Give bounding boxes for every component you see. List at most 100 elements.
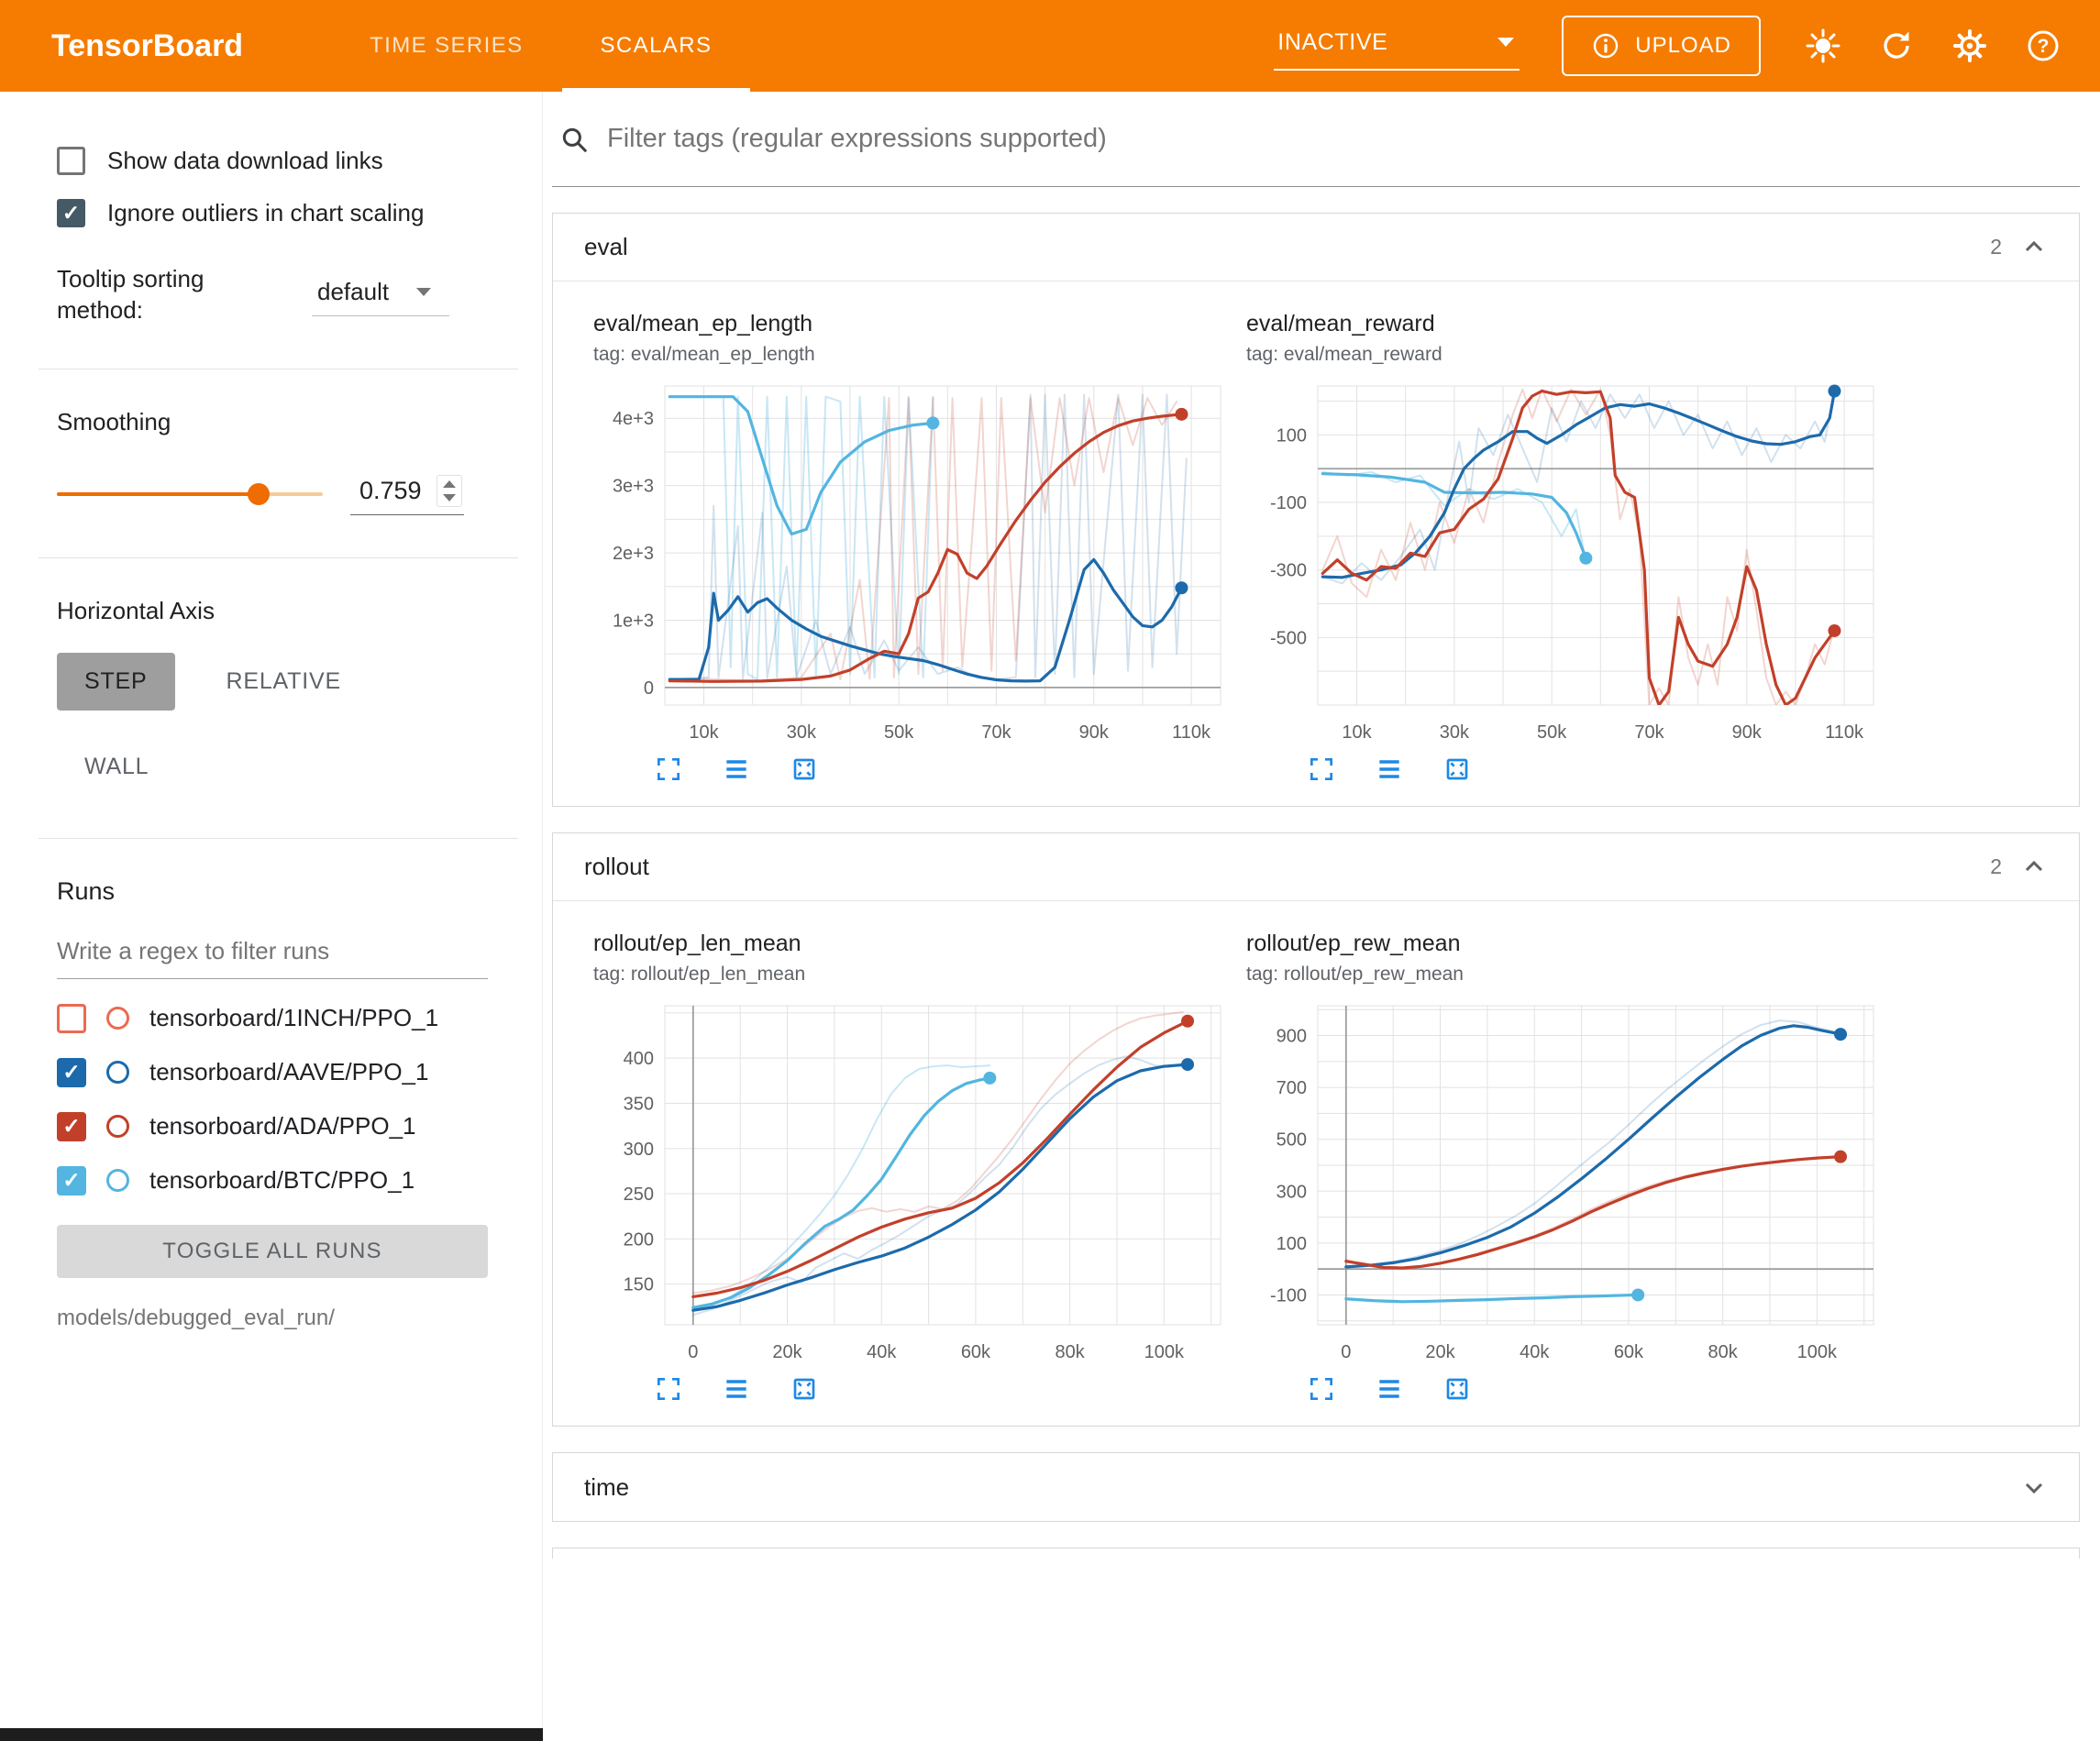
grid-lines [665, 1006, 1221, 1325]
tab-time-series[interactable]: TIME SERIES [370, 33, 524, 58]
svg-text:40k: 40k [867, 1342, 897, 1362]
svg-text:30k: 30k [787, 722, 817, 743]
svg-text:350: 350 [624, 1094, 654, 1114]
section-header-time[interactable]: time [553, 1453, 2079, 1521]
upload-button[interactable]: UPLOAD [1562, 16, 1761, 76]
runs-selector-icon[interactable] [1375, 1374, 1404, 1404]
divider [39, 837, 518, 839]
runs-selector-icon[interactable] [722, 755, 751, 784]
stepper-down-icon[interactable] [442, 493, 456, 501]
svg-text:-500: -500 [1270, 628, 1307, 648]
expand-chart-icon[interactable] [1307, 755, 1336, 784]
series-btc-smoothed [691, 1076, 991, 1309]
show-download-links-option[interactable]: Show data download links [57, 147, 511, 175]
endpoint-dot-aave-smoothed [1175, 581, 1188, 595]
expand-chart-icon[interactable] [654, 1374, 683, 1404]
run-label: tensorboard/ADA/PPO_1 [149, 1112, 416, 1140]
tooltip-sorting-row: Tooltip sorting method: default [57, 264, 511, 326]
scalars-dashboard: eval 2 eval/mean_ep_length tag: eval/mean_e… [543, 92, 2100, 1741]
show-download-links-checkbox[interactable] [57, 147, 85, 175]
series-lines [1321, 388, 1837, 705]
status-dropdown[interactable]: INACTIVE [1274, 22, 1520, 71]
ignore-outliers-option[interactable]: Ignore outliers in chart scaling [57, 199, 511, 227]
svg-text:80k: 80k [1056, 1342, 1086, 1362]
horizontal-axis-label: Horizontal Axis [57, 596, 215, 624]
runs-directory-path: models/debugged_eval_run/ [57, 1305, 335, 1330]
chevron-up-icon[interactable] [2020, 854, 2048, 881]
runs-selector-icon[interactable] [722, 1374, 751, 1404]
smoothing-slider[interactable] [57, 482, 323, 505]
svg-text:300: 300 [1277, 1182, 1307, 1202]
fit-domain-icon[interactable] [790, 1374, 819, 1404]
runs-list: tensorboard/1INCH/PPO_1 tensorboard/AAVE/… [57, 1003, 511, 1196]
series-ada-raw [669, 397, 1178, 682]
chart-toolbar [654, 1374, 1246, 1404]
section-header-rollout[interactable]: rollout 2 [553, 833, 2079, 901]
section-header-eval[interactable]: eval 2 [553, 214, 2079, 281]
svg-text:400: 400 [624, 1049, 654, 1069]
svg-text:30k: 30k [1440, 722, 1470, 743]
endpoint-dot-btc-smoothed [983, 1071, 997, 1085]
svg-text:0: 0 [688, 1342, 698, 1362]
runs-filter-input[interactable] [57, 931, 488, 979]
expand-chart-icon[interactable] [1307, 1374, 1336, 1404]
axis-wall-button[interactable]: WALL [84, 753, 149, 779]
svg-text:70k: 70k [1634, 722, 1664, 743]
section-body: rollout/ep_len_mean tag: rollout/ep_len_m… [553, 901, 2079, 1426]
tooltip-sorting-dropdown[interactable]: default [312, 274, 449, 316]
section-card-rollout: rollout 2 rollout/ep_len_mean tag: rollout/… [552, 832, 2080, 1427]
fit-domain-icon[interactable] [1442, 1374, 1472, 1404]
svg-text:100k: 100k [1797, 1342, 1838, 1362]
run-checkbox[interactable] [57, 1111, 86, 1141]
chevron-down-icon[interactable] [2020, 1473, 2048, 1501]
chart-canvas[interactable]: 0 20k 40k 60k 80k 100k 150 200 250 300 350 400 [593, 997, 1235, 1372]
chart-canvas[interactable]: 10k 30k 50k 70k 90k 110k 0 1e+3 2e+3 3e+3 4e+3 [593, 377, 1235, 753]
section-title: eval [584, 233, 628, 260]
runs-selector-icon[interactable] [1375, 755, 1404, 784]
svg-text:0: 0 [1341, 1342, 1351, 1362]
endpoint-dot-ada-smoothed [1181, 1014, 1195, 1028]
run-checkbox[interactable] [57, 1165, 86, 1196]
stepper-up-icon[interactable] [442, 479, 456, 488]
chart-canvas[interactable]: 10k 30k 50k 70k 90k 110k 100 -100 -300 -500 [1246, 377, 1888, 753]
expand-chart-icon[interactable] [654, 755, 683, 784]
smoothing-value-stepper[interactable]: 0.759 [350, 473, 464, 515]
tab-scalars[interactable]: SCALARS [561, 0, 751, 92]
endpoint-dot-btc-smoothed [926, 416, 940, 430]
help-icon[interactable]: ? [2025, 28, 2061, 64]
grid-lines [1318, 1006, 1873, 1325]
toggle-all-runs-button[interactable]: TOGGLE ALL RUNS [57, 1224, 488, 1278]
run-color-circle [106, 1115, 129, 1139]
run-row[interactable]: tensorboard/AAVE/PPO_1 [57, 1057, 511, 1087]
fit-domain-icon[interactable] [1442, 755, 1472, 784]
settings-gear-icon[interactable] [1951, 28, 1988, 64]
run-checkbox[interactable] [57, 1057, 86, 1087]
axis-tick-labels: 0 20k 40k 60k 80k 100k 150 200 250 300 350 400 [624, 1049, 1185, 1362]
tooltip-sorting-value: default [317, 277, 390, 305]
smoothing-value: 0.759 [359, 476, 422, 504]
chevron-up-icon[interactable] [2020, 234, 2048, 261]
series-ada-raw [1321, 388, 1836, 705]
run-color-circle [106, 1061, 129, 1085]
refresh-icon[interactable] [1878, 28, 1915, 64]
ignore-outliers-checkbox[interactable] [57, 199, 85, 227]
chart-canvas[interactable]: 0 20k 40k 60k 80k 100k -100 100 300 500 700 900 [1246, 997, 1888, 1372]
series-btc-smoothed [668, 395, 934, 536]
brightness-icon[interactable] [1805, 28, 1841, 64]
run-row[interactable]: tensorboard/BTC/PPO_1 [57, 1165, 511, 1196]
svg-text:110k: 110k [1172, 722, 1211, 743]
svg-text:20k: 20k [772, 1342, 802, 1362]
svg-text:200: 200 [624, 1229, 654, 1250]
fit-domain-icon[interactable] [790, 755, 819, 784]
run-row[interactable]: tensorboard/1INCH/PPO_1 [57, 1003, 511, 1033]
axis-relative-button[interactable]: RELATIVE [226, 667, 341, 694]
axis-step-button[interactable]: STEP [57, 652, 175, 711]
run-checkbox[interactable] [57, 1003, 86, 1033]
run-row[interactable]: tensorboard/ADA/PPO_1 [57, 1111, 511, 1141]
series-ada-smoothed [1344, 1155, 1842, 1270]
smoothing-slider-thumb[interactable] [248, 482, 271, 505]
show-download-links-label: Show data download links [107, 147, 383, 174]
tag-filter-input[interactable] [607, 124, 2072, 154]
svg-text:0: 0 [644, 678, 654, 699]
stepper-arrows[interactable] [436, 474, 462, 507]
